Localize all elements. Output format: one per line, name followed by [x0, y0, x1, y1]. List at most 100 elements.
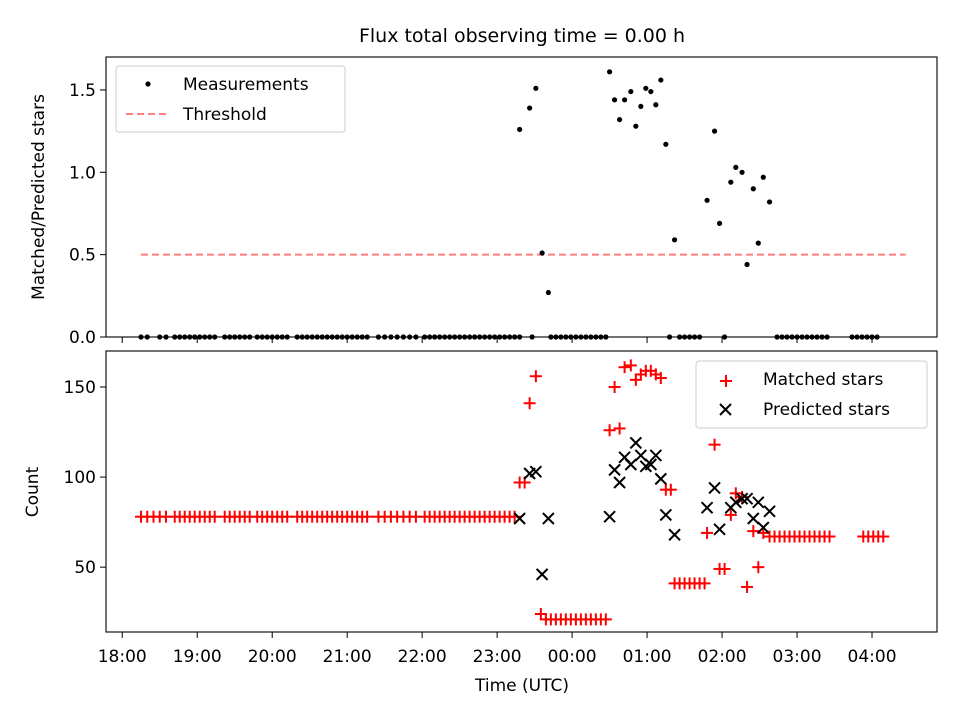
legend-measurements-label: Measurements: [183, 75, 309, 95]
matched-stars-point: [523, 397, 536, 410]
bottom-y-ticks: 50 100 150: [64, 378, 106, 578]
matched-stars-point: [724, 508, 737, 521]
predicted-stars-point: [700, 501, 714, 514]
matched-stars-point: [361, 510, 374, 523]
measurement-point: [539, 250, 545, 256]
measurement-point: [658, 77, 664, 83]
bottom-panel: Count Time (UTC) 50 100 150 18:00 19:00 20:0…: [23, 350, 938, 696]
predicted-stars-point: [613, 476, 626, 489]
matched-stars-point: [599, 613, 612, 626]
matched-stars-point: [741, 580, 754, 593]
predicted-stars-point: [740, 492, 754, 505]
measurement-point: [545, 289, 551, 296]
legend-predicted-label: Predicted stars: [763, 400, 890, 420]
top-panel: Flux total observing time = 0.00 h Match…: [29, 25, 938, 348]
matched-stars-point: [729, 487, 742, 500]
bottom-series-layer: [134, 359, 890, 626]
predicted-stars-point: [752, 496, 765, 509]
measurement-point: [671, 237, 678, 243]
predicted-stars-point: [713, 523, 726, 536]
x-tick-label: 04:00: [848, 647, 897, 667]
predicted-stars-point: [634, 449, 648, 462]
measurement-point: [755, 240, 761, 246]
measurement-point: [744, 261, 750, 268]
measurement-point: [739, 169, 745, 175]
x-tick-label: 02:00: [698, 647, 747, 667]
predicted-stars-point: [542, 512, 555, 525]
measurement-point: [628, 88, 634, 95]
measurement-point: [643, 85, 649, 91]
measurement-point: [621, 97, 628, 103]
legend-threshold-label: Threshold: [182, 105, 267, 125]
x-tick-label: 00:00: [548, 647, 597, 667]
matched-stars-point: [613, 422, 626, 435]
predicted-stars-point: [659, 508, 673, 522]
bottom-y-axis-label: Count: [23, 466, 43, 517]
matched-stars-point: [752, 561, 765, 574]
measurement-point: [663, 141, 669, 147]
predicted-stars-point: [763, 505, 776, 518]
measurement-point: [716, 220, 723, 226]
predicted-stars-point: [668, 528, 681, 541]
x-tick-label: 18:00: [98, 647, 147, 667]
matched-stars-point: [823, 530, 836, 543]
top-y-tick-label: 0.5: [69, 246, 96, 266]
matched-stars-point: [608, 381, 621, 394]
x-tick-label: 01:00: [623, 647, 672, 667]
predicted-stars-point: [708, 481, 721, 495]
measurement-point: [728, 179, 734, 185]
measurement-point: [527, 105, 533, 111]
x-tick-label: 23:00: [473, 647, 522, 667]
predicted-stars-point: [624, 458, 638, 471]
measurement-point: [638, 103, 644, 110]
x-tick-label: 19:00: [173, 647, 222, 667]
predicted-stars-point: [729, 496, 743, 509]
predicted-stars-point: [649, 449, 663, 462]
measurement-point: [616, 116, 623, 123]
top-axes-frame: [105, 56, 938, 338]
measurement-point: [611, 97, 618, 103]
matched-stars-point: [624, 359, 637, 372]
legend-matched-label: Matched stars: [763, 370, 883, 390]
matched-stars-point: [529, 370, 542, 383]
measurement-point: [633, 123, 639, 129]
x-tick-label: 03:00: [773, 647, 822, 667]
top-y-tick-label: 1.0: [69, 163, 96, 183]
legend-matched-marker: [720, 375, 732, 387]
top-y-tick-label: 0.0: [69, 328, 96, 348]
predicted-stars-point: [644, 458, 658, 471]
bottom-axes-frame: [105, 350, 938, 633]
x-tick-label: 20:00: [248, 647, 297, 667]
matched-stars-point: [701, 526, 714, 539]
legend-measurements-marker: [145, 81, 151, 87]
predicted-stars-point: [747, 512, 760, 525]
predicted-stars-point: [735, 492, 749, 505]
top-series-layer: [138, 69, 906, 340]
matched-stars-point: [708, 438, 721, 451]
x-tick-label: 22:00: [398, 647, 447, 667]
matched-stars-point: [664, 483, 677, 496]
x-tick-label: 21:00: [323, 647, 372, 667]
predicted-stars-point: [513, 512, 526, 525]
matched-stars-point: [747, 525, 760, 538]
measurement-point: [606, 69, 613, 75]
measurement-point: [760, 174, 766, 180]
matched-stars-point: [618, 361, 631, 374]
measurement-point: [533, 85, 539, 91]
measurement-point: [766, 199, 773, 205]
bottom-y-tick-label: 150: [64, 378, 96, 398]
top-legend-box: [115, 65, 346, 133]
measurement-point: [711, 128, 718, 134]
top-y-ticks: 0.0 0.5 1.0 1.5: [69, 81, 106, 348]
predicted-stars-point: [654, 472, 668, 486]
bottom-legend-box: [695, 360, 928, 429]
legend-predicted-marker: [719, 403, 732, 416]
top-legend: Measurements Threshold: [115, 65, 346, 133]
predicted-stars-point: [535, 568, 549, 581]
matched-stars-point: [718, 562, 731, 575]
measurement-point: [733, 164, 739, 170]
matched-stars-point: [603, 424, 616, 437]
matched-stars-point: [877, 530, 890, 543]
predicted-stars-point: [757, 521, 770, 534]
